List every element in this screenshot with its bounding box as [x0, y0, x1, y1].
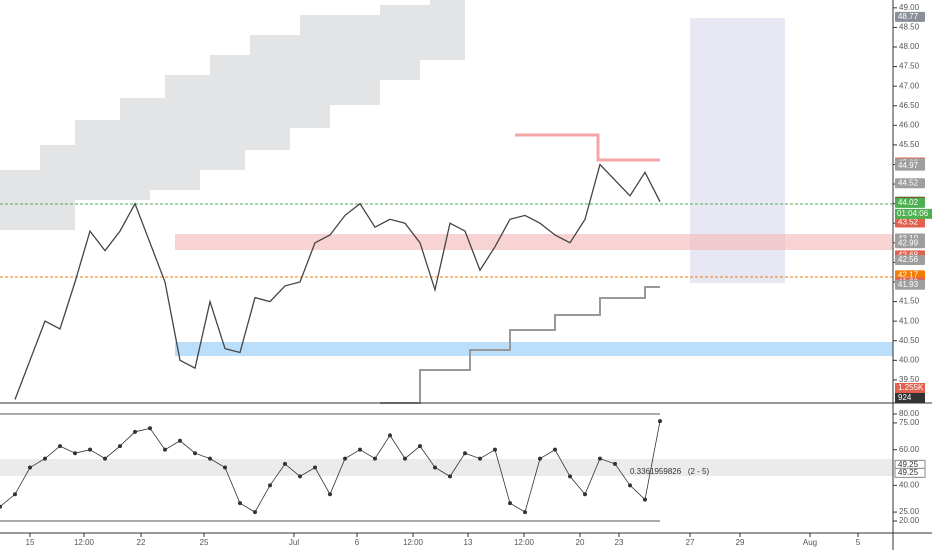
- y-tick-label: 40.50: [899, 336, 920, 345]
- y-tick-label: 47.00: [899, 81, 920, 90]
- y-tick-label: 46.00: [899, 120, 920, 129]
- y-tick-label: 48.00: [899, 42, 920, 51]
- y-tick-label: 40.00: [899, 355, 920, 364]
- y-tick-label: 47.50: [899, 62, 920, 71]
- price-tag: [895, 11, 925, 22]
- volume-tag: [895, 383, 925, 393]
- price-tag-label: 42.99: [898, 238, 919, 247]
- osc-tag-label: 49.25: [898, 460, 919, 469]
- x-tick-label: 12:00: [74, 538, 95, 547]
- y-tick-label: 60.00: [899, 445, 920, 454]
- osc-annotation: 0.3361959826 (2 - 5): [630, 467, 710, 476]
- price-tag-label: 42.17: [898, 270, 919, 279]
- price-tag: [895, 160, 925, 171]
- y-tick-label: 25.00: [899, 507, 920, 516]
- price-line: [14, 163, 661, 400]
- price-tag-label: 44.02: [898, 198, 919, 207]
- price-tag: [895, 178, 925, 189]
- x-tick-label: 13: [464, 538, 473, 547]
- x-tick-label: 5: [856, 538, 861, 547]
- volume-tag: [895, 393, 925, 403]
- y-tick-label: 41.50: [899, 297, 920, 306]
- x-tick-label: 12:00: [403, 538, 424, 547]
- x-tick-label: 15: [26, 538, 35, 547]
- y-tick-label: 49.00: [899, 3, 920, 12]
- x-tick-label: 20: [576, 538, 585, 547]
- price-tag-label: 42.56: [898, 255, 919, 264]
- osc-tag: [894, 467, 926, 478]
- x-tick-label: Aug: [803, 538, 817, 547]
- price-tag: [895, 255, 925, 266]
- y-tick-label: 39.50: [899, 375, 920, 384]
- y-tick-label: 48.50: [899, 23, 920, 32]
- price-tag-label: 44.97: [898, 161, 919, 170]
- y-tick-label: 45.50: [899, 140, 920, 149]
- price-tag: [895, 217, 925, 228]
- x-tick-label: 25: [200, 538, 209, 547]
- countdown-tag: [895, 208, 932, 219]
- price-tag-label: 43.52: [898, 218, 919, 227]
- price-tag-label: 42.68: [898, 250, 919, 259]
- y-tick-label: 41.00: [899, 316, 920, 325]
- volume-label: 1.255K: [898, 383, 924, 392]
- price-tag: [895, 238, 925, 249]
- y-tick-label: 80.00: [899, 409, 920, 418]
- x-tick-label: 23: [615, 538, 624, 547]
- countdown: 01:04:06: [897, 209, 929, 218]
- y-tick-label: 75.00: [899, 418, 920, 427]
- volume-label: 924: [898, 393, 912, 402]
- x-tick-label: Jul: [289, 538, 299, 547]
- price-tag: [895, 279, 925, 290]
- price-tag-label: 44.52: [898, 178, 919, 187]
- osc-tag-label: 49.25: [898, 468, 919, 477]
- x-tick-label: 27: [686, 538, 695, 547]
- x-tick-label: 22: [137, 538, 146, 547]
- x-tick-label: 29: [736, 538, 745, 547]
- price-tag-label: 41.93: [898, 280, 919, 289]
- y-tick-label: 20.00: [899, 516, 920, 525]
- y-tick-label: 40.00: [899, 480, 920, 489]
- x-tick-label: 6: [355, 538, 360, 547]
- price-tag-label: 48.77: [898, 12, 919, 21]
- y-tick-label: 46.50: [899, 101, 920, 110]
- x-tick-label: 12:00: [514, 538, 535, 547]
- osc-line: [0, 421, 661, 513]
- price-tag: [895, 197, 925, 208]
